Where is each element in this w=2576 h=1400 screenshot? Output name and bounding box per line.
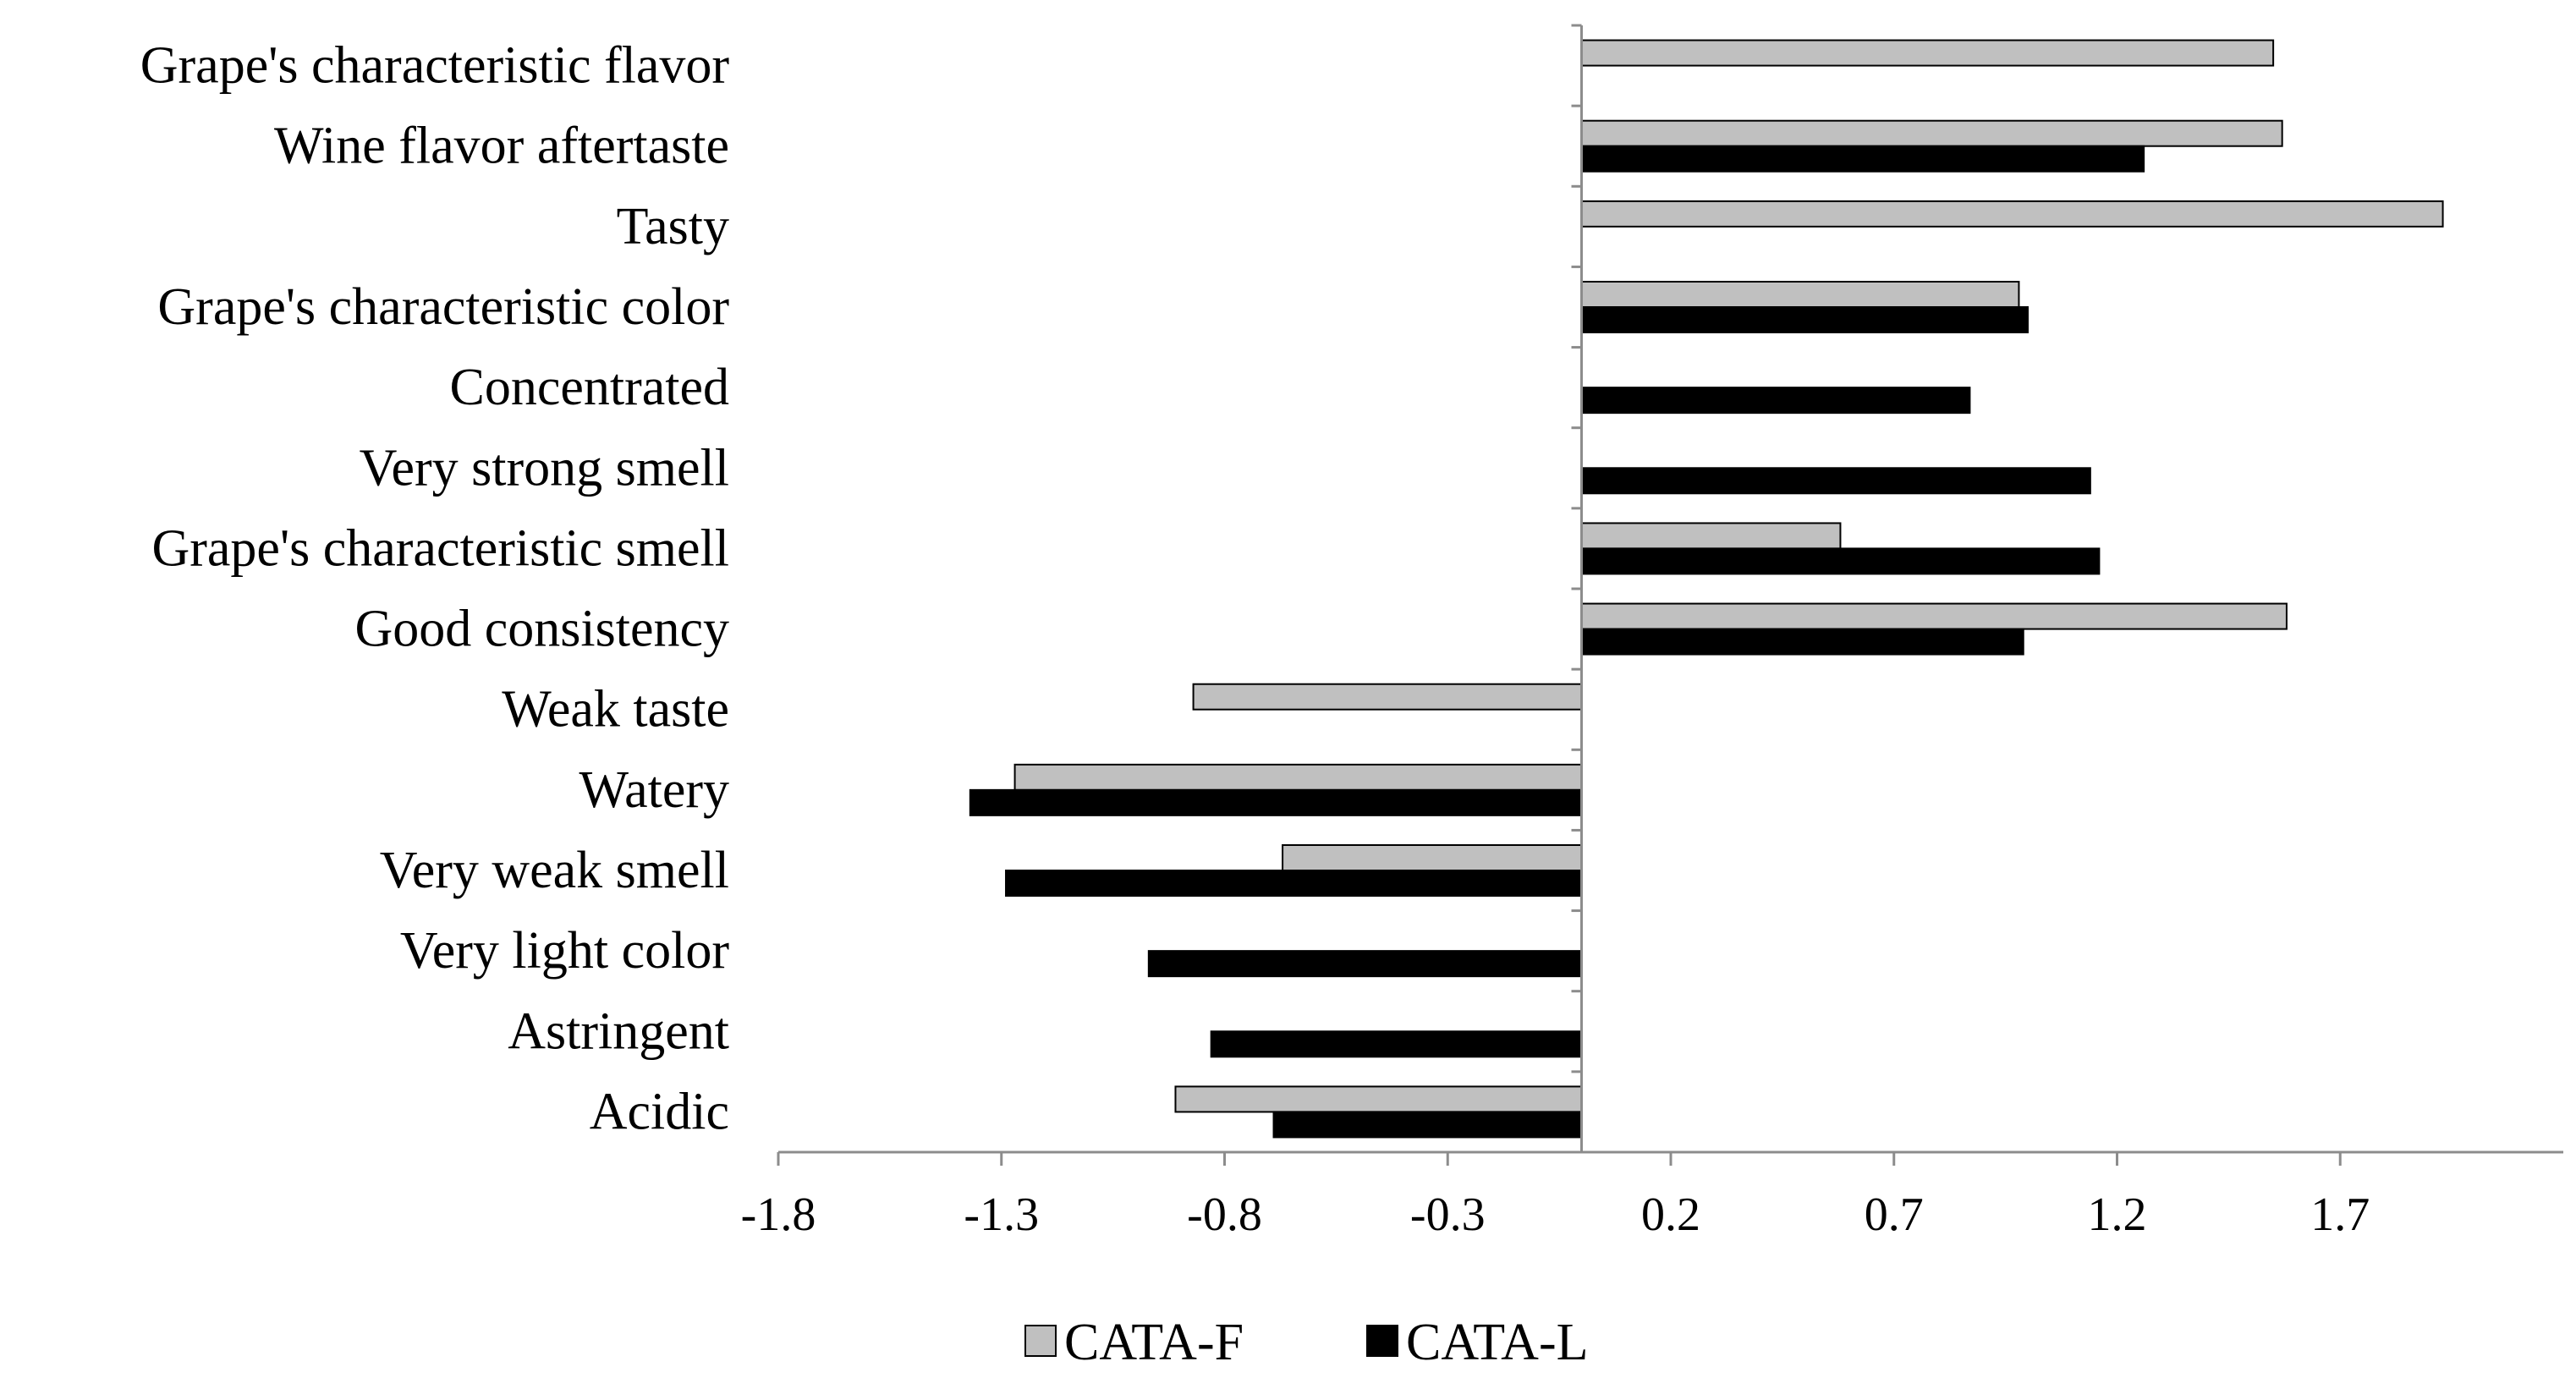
category-label-very-strong-smell: Very strong smell xyxy=(360,439,729,497)
bar-cata-f-weak-taste xyxy=(1192,683,1583,711)
legend-swatch-cata-l xyxy=(1366,1325,1398,1357)
bar-cata-l-acidic xyxy=(1272,1111,1583,1139)
bar-cata-l-very-strong-smell xyxy=(1580,467,2091,495)
bar-cata-l-concentrated xyxy=(1580,387,1971,415)
x-tick-label: -0.3 xyxy=(1410,1189,1486,1241)
bar-cata-f-acidic xyxy=(1174,1085,1583,1113)
bar-cata-f-tasty xyxy=(1580,200,2444,228)
bar-cata-l-grape-s-characteristic-color xyxy=(1580,306,2029,333)
category-label-grape-s-characteristic-flavor: Grape's characteristic flavor xyxy=(140,37,730,95)
x-tick-label: -0.8 xyxy=(1187,1189,1262,1241)
x-tick-label: 0.7 xyxy=(1865,1189,1924,1241)
bar-cata-f-very-weak-smell xyxy=(1282,844,1583,871)
bar-cata-f-grape-s-characteristic-smell xyxy=(1580,522,1842,550)
category-label-astringent: Astringent xyxy=(508,1002,729,1060)
category-label-grape-s-characteristic-smell: Grape's characteristic smell xyxy=(151,519,729,577)
category-label-very-weak-smell: Very weak smell xyxy=(380,842,729,899)
legend: CATA-F CATA-L xyxy=(1024,1314,1588,1371)
bar-cata-f-grape-s-characteristic-color xyxy=(1580,281,2020,308)
ticks-layer: -1.8 -1.3 -0.8 -0.3 0.2 0.7 1.2 1.7 xyxy=(741,24,2370,1241)
category-label-good-consistency: Good consistency xyxy=(354,601,729,658)
category-label-very-light-color: Very light color xyxy=(400,922,729,980)
category-label-weak-taste: Weak taste xyxy=(502,681,729,738)
bar-cata-l-grape-s-characteristic-smell xyxy=(1580,547,2101,575)
x-tick-label: 1.2 xyxy=(2088,1189,2147,1241)
category-label-wine-flavor-aftertaste: Wine flavor aftertaste xyxy=(274,118,729,175)
legend-label-cata-l: CATA-L xyxy=(1406,1314,1588,1371)
bar-cata-l-very-light-color xyxy=(1147,950,1583,978)
legend-label-cata-f: CATA-F xyxy=(1064,1314,1244,1371)
bar-cata-l-watery xyxy=(969,788,1583,816)
category-label-tasty: Tasty xyxy=(617,198,729,255)
bar-cata-l-very-weak-smell xyxy=(1005,870,1583,897)
x-tick-label: -1.8 xyxy=(741,1189,816,1241)
category-labels: Grape's characteristic flavor Wine flavor… xyxy=(140,37,730,1141)
category-label-watery: Watery xyxy=(579,761,729,819)
bar-cata-l-wine-flavor-aftertaste xyxy=(1580,145,2145,173)
x-tick-label: 0.2 xyxy=(1641,1189,1700,1241)
category-label-concentrated: Concentrated xyxy=(449,359,729,416)
bar-cata-f-wine-flavor-aftertaste xyxy=(1580,119,2283,147)
category-label-grape-s-characteristic-color: Grape's characteristic color xyxy=(157,278,729,336)
x-tick-label: 1.7 xyxy=(2310,1189,2370,1241)
bar-cata-f-grape-s-characteristic-flavor xyxy=(1580,39,2275,67)
bar-cata-f-good-consistency xyxy=(1580,602,2288,630)
bar-cata-l-good-consistency xyxy=(1580,628,2024,656)
bars-layer xyxy=(969,39,2444,1139)
bar-cata-l-astringent xyxy=(1210,1030,1583,1058)
legend-swatch-cata-f xyxy=(1024,1325,1057,1357)
category-label-acidic: Acidic xyxy=(590,1083,729,1140)
x-tick-label: -1.3 xyxy=(964,1189,1039,1241)
axes-layer xyxy=(778,25,2563,1154)
bar-cata-f-watery xyxy=(1013,763,1583,791)
